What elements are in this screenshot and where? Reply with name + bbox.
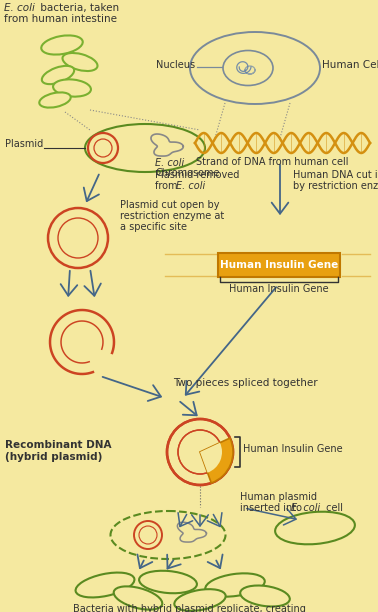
Ellipse shape	[62, 53, 98, 71]
Text: Human Cell: Human Cell	[322, 60, 378, 70]
Text: Human Insulin Gene: Human Insulin Gene	[220, 260, 338, 270]
Ellipse shape	[42, 66, 74, 84]
Ellipse shape	[85, 124, 205, 172]
Ellipse shape	[275, 512, 355, 544]
Wedge shape	[200, 438, 233, 483]
Text: E. coli: E. coli	[291, 503, 320, 513]
Text: from: from	[155, 181, 181, 191]
Text: Plasmid: Plasmid	[5, 139, 43, 149]
Ellipse shape	[174, 589, 226, 611]
Text: Human DNA cut into pieces: Human DNA cut into pieces	[293, 170, 378, 180]
Text: Nucleus: Nucleus	[156, 60, 195, 70]
Text: Human plasmid: Human plasmid	[240, 492, 317, 502]
Ellipse shape	[76, 573, 135, 597]
Ellipse shape	[39, 92, 71, 108]
Ellipse shape	[205, 573, 265, 597]
Text: inserted into: inserted into	[240, 503, 305, 513]
Wedge shape	[200, 442, 222, 472]
Text: bacteria, taken: bacteria, taken	[37, 3, 119, 13]
Ellipse shape	[223, 51, 273, 86]
Text: from human intestine: from human intestine	[4, 14, 117, 24]
Text: by restriction enzyme: by restriction enzyme	[293, 181, 378, 191]
Text: Bacteria with hybrid plasmid replicate, creating: Bacteria with hybrid plasmid replicate, …	[73, 604, 305, 612]
Ellipse shape	[139, 571, 197, 593]
Text: Plasmid cut open by: Plasmid cut open by	[120, 200, 220, 210]
Text: Recombinant DNA: Recombinant DNA	[5, 440, 112, 450]
Text: Human Insulin Gene: Human Insulin Gene	[243, 444, 342, 454]
Ellipse shape	[240, 586, 290, 606]
Text: (hybrid plasmid): (hybrid plasmid)	[5, 452, 102, 462]
Text: Plasmid removed: Plasmid removed	[155, 170, 239, 180]
Ellipse shape	[41, 35, 83, 54]
Text: E. coli: E. coli	[176, 181, 205, 191]
Text: Human Insulin Gene: Human Insulin Gene	[229, 284, 329, 294]
Text: E. coli: E. coli	[4, 3, 35, 13]
Text: E. coli: E. coli	[155, 158, 184, 168]
Text: Strand of DNA from human cell: Strand of DNA from human cell	[196, 157, 349, 167]
Ellipse shape	[114, 586, 162, 610]
Ellipse shape	[53, 80, 91, 97]
Ellipse shape	[110, 511, 226, 559]
Text: Chromosome: Chromosome	[155, 168, 220, 178]
Ellipse shape	[190, 32, 320, 104]
Text: restriction enzyme at: restriction enzyme at	[120, 211, 224, 221]
Text: a specific site: a specific site	[120, 222, 187, 232]
Text: Two pieces spliced together: Two pieces spliced together	[173, 378, 318, 388]
Text: cell: cell	[323, 503, 343, 513]
FancyBboxPatch shape	[218, 253, 340, 277]
